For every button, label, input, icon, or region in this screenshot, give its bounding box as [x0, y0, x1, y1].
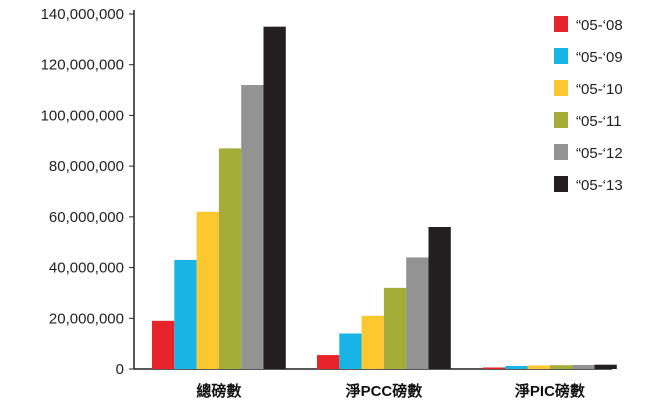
- bar: [317, 355, 340, 369]
- bar: [241, 85, 264, 369]
- y-tick-label: 120,000,000: [41, 57, 124, 74]
- bar: [218, 148, 242, 369]
- bar: [152, 320, 175, 369]
- x-category-label: 淨PIC磅數: [515, 382, 585, 400]
- legend-swatch: [554, 48, 568, 64]
- y-tick-label: 100,000,000: [41, 107, 124, 124]
- legend-swatch: [554, 144, 568, 160]
- y-tick-label: 140,000,000: [41, 6, 124, 23]
- bar: [572, 364, 595, 369]
- x-category-label: 淨PCC磅數: [346, 382, 423, 400]
- legend-swatch: [554, 16, 568, 32]
- bar: [483, 367, 506, 369]
- legend-swatch: [554, 112, 568, 128]
- y-tick-label: 20,000,000: [49, 310, 124, 327]
- y-tick-label: 80,000,000: [49, 158, 124, 175]
- legend-swatch: [554, 80, 568, 96]
- bar: [406, 257, 429, 369]
- bar: [549, 365, 573, 369]
- bar: [339, 333, 362, 369]
- bar: [196, 211, 219, 369]
- bar: [361, 315, 384, 369]
- legend-label: “05-‘12: [576, 145, 623, 162]
- legend-swatch: [554, 176, 568, 192]
- y-tick-label: 0: [116, 361, 124, 378]
- legend-label: “05-‘13: [576, 177, 623, 194]
- bar: [174, 259, 197, 369]
- legend-label: “05-‘09: [576, 49, 623, 66]
- bar: [263, 26, 286, 370]
- bar: [428, 227, 451, 369]
- legend-label: “05-‘08: [576, 17, 623, 34]
- y-tick-label: 60,000,000: [49, 209, 124, 226]
- x-category-label: 總磅數: [196, 382, 241, 400]
- bar: [505, 365, 528, 369]
- bar: [527, 365, 550, 369]
- legend-label: “05-‘10: [576, 81, 623, 98]
- legend-label: “05-‘11: [576, 113, 622, 130]
- bar: [383, 287, 407, 369]
- bar: [594, 364, 617, 369]
- y-tick-label: 40,000,000: [49, 260, 124, 277]
